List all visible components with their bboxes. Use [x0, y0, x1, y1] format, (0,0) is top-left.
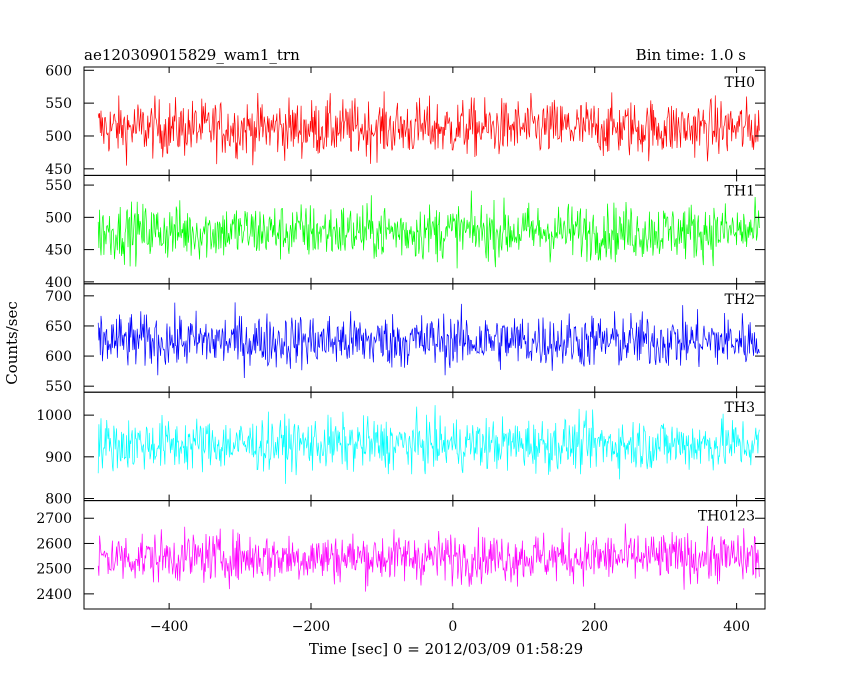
y-tick-label: 600 — [45, 63, 72, 79]
series-label-th0: TH0 — [725, 75, 755, 91]
y-axis-label: Counts/sec — [3, 301, 21, 385]
series-line-th1 — [97, 190, 760, 269]
x-tick-label: 400 — [723, 619, 750, 635]
y-tick-label: 650 — [45, 319, 72, 335]
series-line-th0123 — [97, 523, 760, 592]
panel-frame — [83, 500, 766, 610]
y-tick-label: 550 — [45, 178, 72, 194]
x-tick-label: 0 — [448, 619, 457, 635]
x-tick-label: 200 — [581, 619, 608, 635]
y-tick-label: 800 — [45, 492, 72, 508]
x-axis-ticks: −400 −200 0 200 400 — [150, 619, 750, 635]
bin-time-label: Bin time: 1.0 s — [636, 46, 746, 64]
y-tick-label: 550 — [45, 96, 72, 112]
y-tick-label: 2700 — [36, 511, 72, 527]
y-tick-label: 1000 — [36, 408, 72, 424]
panel-th3: 800 900 1000 TH3 — [36, 391, 766, 508]
series-line-th2 — [97, 302, 760, 379]
panels: 450 500 550 600 TH0 400 450 500 550 TH1 550 600 650 7… — [36, 63, 766, 610]
y-tick-label: 450 — [45, 243, 72, 259]
series-line-th3 — [97, 405, 760, 484]
series-label-th3: TH3 — [725, 400, 755, 416]
series-label-th2: TH2 — [725, 292, 755, 308]
y-tick-label: 700 — [45, 289, 72, 305]
x-tick-label: −200 — [292, 619, 330, 635]
y-tick-label: 550 — [45, 379, 72, 395]
series-line-th0 — [97, 91, 760, 166]
y-tick-label: 500 — [45, 210, 72, 226]
panel-th0: 450 500 550 600 TH0 — [45, 63, 766, 178]
y-tick-label: 400 — [45, 275, 72, 291]
plot-title: ae120309015829_wam1_trn — [84, 46, 300, 64]
y-tick-label: 500 — [45, 129, 72, 145]
y-tick-label: 450 — [45, 162, 72, 178]
x-axis-label: Time [sec] 0 = 2012/03/09 01:58:29 — [309, 640, 583, 658]
y-tick-label: 2500 — [36, 562, 72, 578]
series-label-th1: TH1 — [725, 183, 755, 199]
panel-th2: 550 600 650 700 TH2 — [45, 283, 766, 395]
y-tick-label: 2400 — [36, 587, 72, 603]
series-label-th0123: TH0123 — [698, 509, 755, 525]
y-tick-label: 600 — [45, 349, 72, 365]
panel-th0123: 2400 2500 2600 2700 TH0123 — [36, 500, 766, 610]
y-tick-label: 2600 — [36, 536, 72, 552]
x-tick-label: −400 — [150, 619, 188, 635]
panel-th1: 400 450 500 550 TH1 — [45, 174, 766, 291]
y-tick-label: 900 — [45, 450, 72, 466]
